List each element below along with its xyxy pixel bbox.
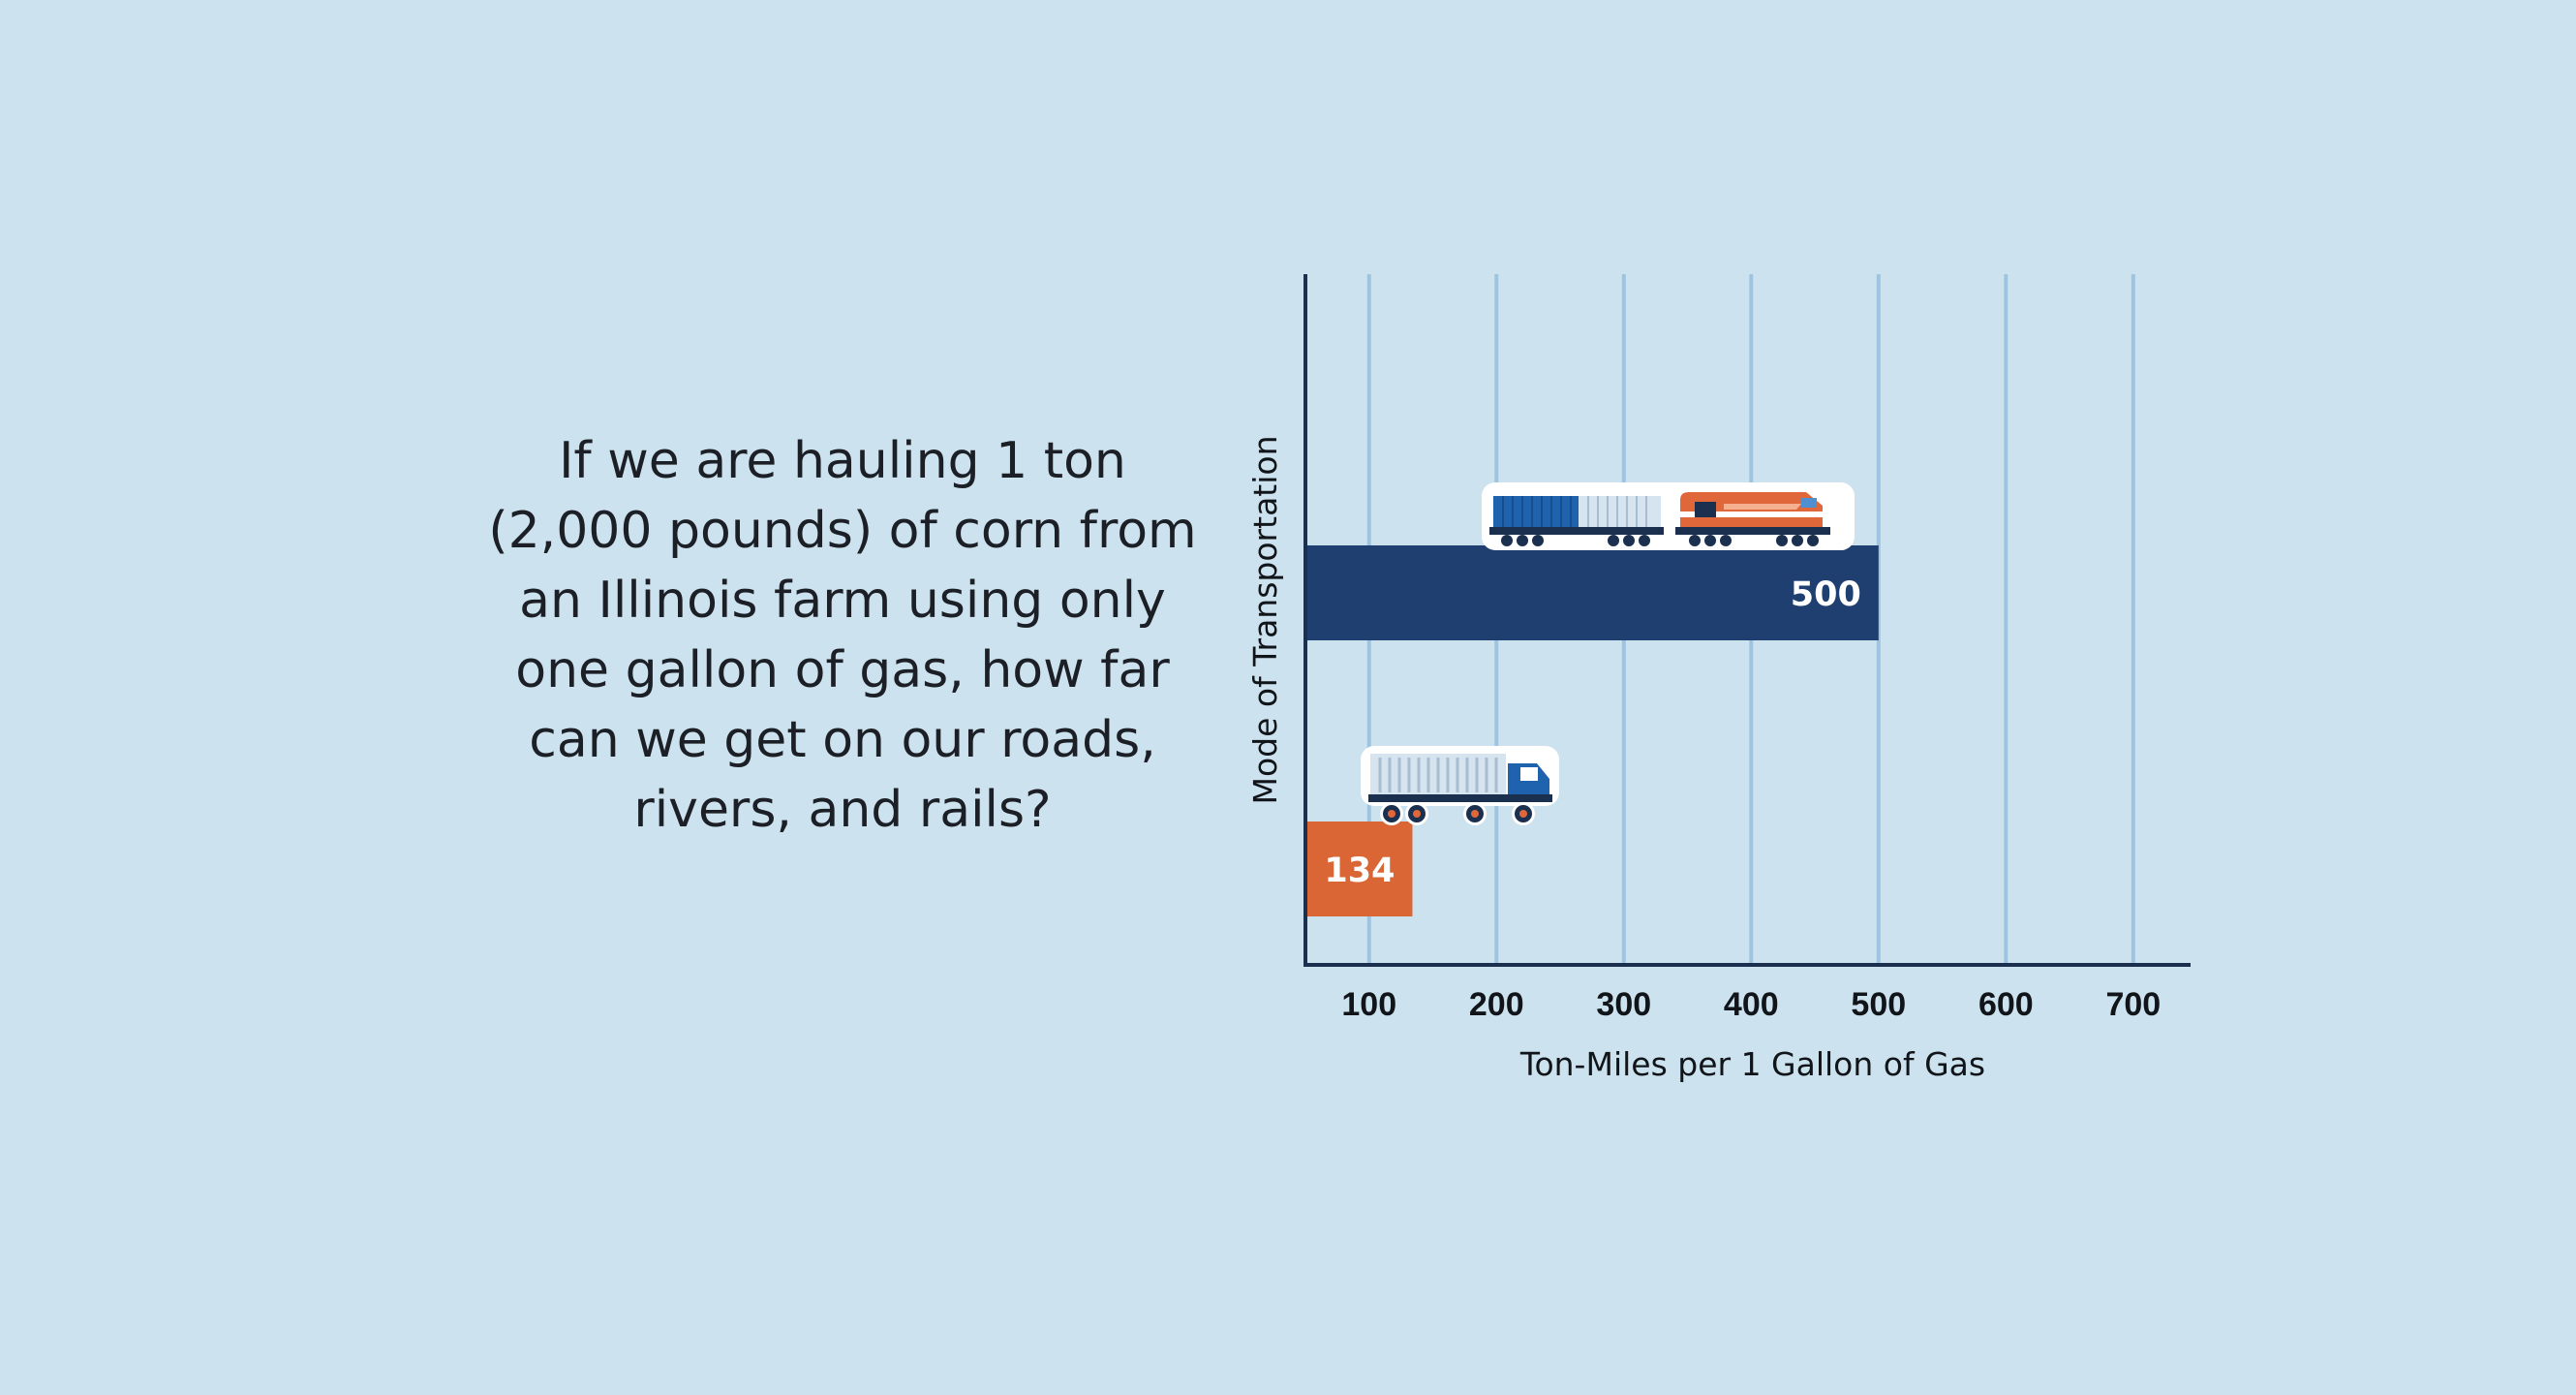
x-tick-label: 700 bbox=[2105, 986, 2161, 1023]
bar-train bbox=[1305, 545, 1879, 640]
bar-value-labels: 500 134 bbox=[1324, 575, 1860, 890]
question-text: If we are hauling 1 ton (2,000 pounds) of… bbox=[488, 432, 1197, 839]
x-tick-label: 200 bbox=[1469, 986, 1524, 1023]
bar-value-label: 134 bbox=[1324, 852, 1395, 890]
y-axis-title: Mode of Transportation bbox=[1246, 436, 1284, 805]
x-axis-ticks: 100 200 300 400 500 600 700 bbox=[1341, 986, 2161, 1023]
x-axis-title: Ton-Miles per 1 Gallon of Gas bbox=[1519, 1045, 1985, 1083]
bars bbox=[1305, 545, 1879, 916]
bar-truck bbox=[1305, 822, 1413, 916]
x-tick-label: 100 bbox=[1341, 986, 1396, 1023]
x-tick-label: 600 bbox=[1978, 986, 2034, 1023]
bar-value-label: 500 bbox=[1791, 575, 1861, 614]
x-tick-label: 400 bbox=[1724, 986, 1779, 1023]
x-tick-label: 500 bbox=[1851, 986, 1906, 1023]
train-icon bbox=[1482, 482, 1855, 550]
x-tick-label: 300 bbox=[1596, 986, 1651, 1023]
truck-icon bbox=[1361, 746, 1559, 825]
